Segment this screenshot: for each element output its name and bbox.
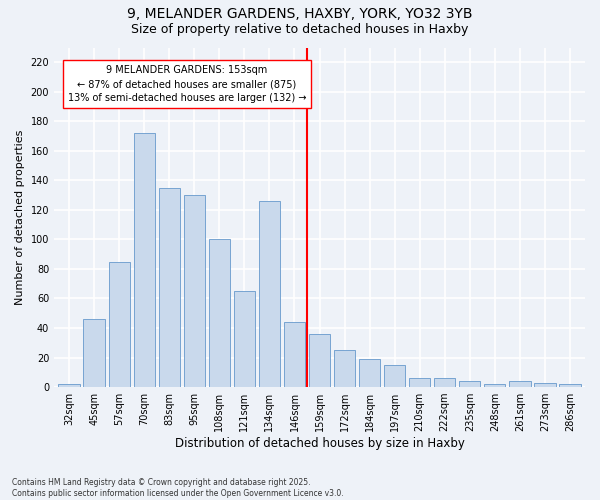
Bar [534,382,556,387]
Text: Size of property relative to detached houses in Haxby: Size of property relative to detached ho… [131,22,469,36]
Text: 9, MELANDER GARDENS, HAXBY, YORK, YO32 3YB: 9, MELANDER GARDENS, HAXBY, YORK, YO32 3… [127,8,473,22]
Bar [284,322,305,387]
Bar [109,262,130,387]
Bar [58,384,80,387]
Text: Contains HM Land Registry data © Crown copyright and database right 2025.
Contai: Contains HM Land Registry data © Crown c… [12,478,344,498]
Bar [309,334,330,387]
Bar [434,378,455,387]
Bar [209,240,230,387]
Bar [359,359,380,387]
Text: 9 MELANDER GARDENS: 153sqm
← 87% of detached houses are smaller (875)
13% of sem: 9 MELANDER GARDENS: 153sqm ← 87% of deta… [68,65,306,103]
Bar [158,188,180,387]
Bar [409,378,430,387]
Y-axis label: Number of detached properties: Number of detached properties [15,130,25,305]
Bar [334,350,355,387]
Bar [234,291,255,387]
Bar [134,133,155,387]
Bar [83,319,105,387]
Bar [559,384,581,387]
Bar [184,195,205,387]
X-axis label: Distribution of detached houses by size in Haxby: Distribution of detached houses by size … [175,437,464,450]
Bar [259,201,280,387]
Bar [459,381,481,387]
Bar [384,365,406,387]
Bar [509,381,530,387]
Bar [484,384,505,387]
